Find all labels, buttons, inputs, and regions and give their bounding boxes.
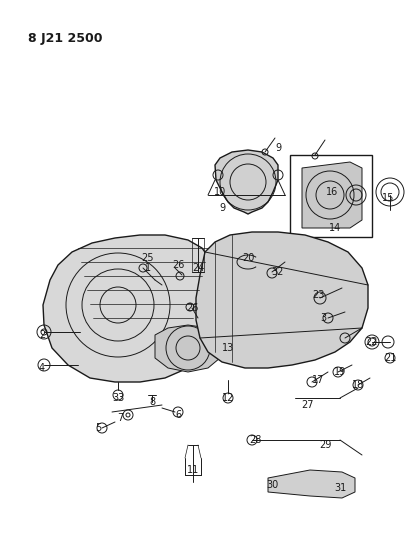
Text: 10: 10 xyxy=(213,187,226,197)
Text: 13: 13 xyxy=(221,343,234,353)
Text: 20: 20 xyxy=(241,253,254,263)
Text: 26: 26 xyxy=(171,260,184,270)
Polygon shape xyxy=(155,325,220,372)
Text: 23: 23 xyxy=(311,290,324,300)
Text: 3: 3 xyxy=(319,313,325,323)
Text: 29: 29 xyxy=(318,440,330,450)
Text: 11: 11 xyxy=(187,465,199,475)
Polygon shape xyxy=(267,470,354,498)
Text: 5: 5 xyxy=(94,423,101,433)
Text: 12: 12 xyxy=(221,393,234,403)
Text: 28: 28 xyxy=(248,435,261,445)
Text: 26: 26 xyxy=(185,303,198,313)
Text: 18: 18 xyxy=(351,380,363,390)
Text: 25: 25 xyxy=(142,253,154,263)
Polygon shape xyxy=(196,232,367,368)
Text: 9: 9 xyxy=(274,143,281,153)
Text: 24: 24 xyxy=(191,263,204,273)
Text: 1: 1 xyxy=(145,263,151,273)
Text: 21: 21 xyxy=(383,353,395,363)
Text: 32: 32 xyxy=(271,267,283,277)
Text: 14: 14 xyxy=(328,223,340,233)
Text: 15: 15 xyxy=(381,193,393,203)
Text: 30: 30 xyxy=(265,480,277,490)
Polygon shape xyxy=(43,235,220,382)
Text: 8: 8 xyxy=(148,397,155,407)
Text: 6: 6 xyxy=(175,410,181,420)
Bar xyxy=(289,155,371,237)
Polygon shape xyxy=(301,162,361,228)
Text: 8 J21 2500: 8 J21 2500 xyxy=(28,32,102,45)
Text: 2: 2 xyxy=(39,330,45,340)
Text: 17: 17 xyxy=(311,375,324,385)
Text: 16: 16 xyxy=(325,187,337,197)
Text: 19: 19 xyxy=(333,367,345,377)
Polygon shape xyxy=(214,150,277,214)
Text: 31: 31 xyxy=(333,483,345,493)
Text: 7: 7 xyxy=(117,413,123,423)
Text: 27: 27 xyxy=(301,400,313,410)
Text: 22: 22 xyxy=(365,337,378,347)
Text: 9: 9 xyxy=(218,203,225,213)
Text: 33: 33 xyxy=(112,393,124,403)
Text: 4: 4 xyxy=(39,363,45,373)
